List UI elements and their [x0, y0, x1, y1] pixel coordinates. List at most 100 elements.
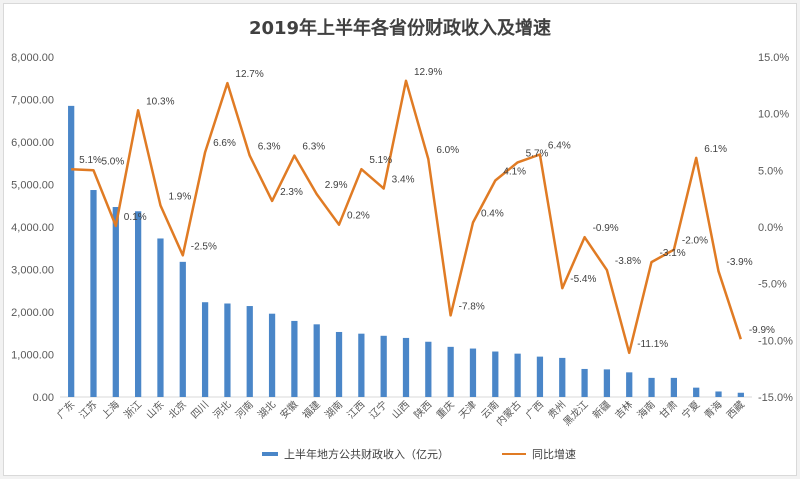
left-axis-tick-label: 8,000.00 — [11, 52, 54, 64]
growth-data-label: 5.7% — [526, 148, 549, 159]
category-label: 江西 — [345, 399, 368, 422]
bar-重庆 — [447, 346, 454, 397]
growth-data-label: -5.4% — [570, 274, 596, 285]
left-axis-tick-label: 5,000.00 — [11, 180, 54, 192]
growth-data-label: 2.9% — [325, 180, 348, 191]
left-axis-tick-label: 7,000.00 — [11, 95, 54, 107]
bar-山西 — [402, 337, 410, 397]
category-label: 新疆 — [590, 398, 613, 421]
bar-云南 — [492, 351, 499, 397]
category-label: 浙江 — [122, 399, 145, 422]
growth-data-label: 12.9% — [414, 67, 442, 78]
right-axis-tick-label: 10.0% — [758, 109, 789, 121]
growth-data-label: 6.0% — [436, 145, 459, 156]
category-label: 青海 — [701, 398, 724, 421]
growth-data-label: 0.1% — [124, 212, 147, 223]
bar-新疆 — [603, 369, 611, 397]
category-label: 广西 — [523, 399, 546, 422]
left-axis-tick-label: 0.00 — [33, 392, 54, 404]
category-label: 山东 — [143, 398, 166, 421]
bar-北京 — [179, 261, 186, 397]
category-label: 福建 — [299, 398, 322, 421]
growth-data-label: 5.1% — [369, 155, 392, 166]
growth-data-label: 5.0% — [101, 156, 124, 167]
category-label: 甘肃 — [657, 398, 680, 421]
bar-内蒙古 — [514, 353, 521, 397]
bar-青海 — [715, 391, 722, 397]
legend-item-revenue: 上半年地方公共财政收入（亿元） — [262, 446, 449, 462]
left-axis-tick-label: 1,000.00 — [11, 350, 54, 362]
category-label: 江苏 — [76, 398, 99, 421]
category-label: 陕西 — [411, 398, 434, 421]
category-label: 湖南 — [322, 398, 345, 421]
growth-data-label: -3.8% — [615, 256, 641, 267]
category-label: 吉林 — [612, 398, 635, 421]
bar-贵州 — [559, 357, 566, 397]
category-label: 河北 — [211, 399, 234, 422]
growth-data-label: 6.3% — [302, 142, 325, 153]
bar-宁夏 — [693, 387, 700, 397]
bar-辽宁 — [380, 335, 387, 397]
category-label: 海南 — [634, 398, 657, 421]
category-label: 湖北 — [256, 399, 279, 422]
growth-data-label: -11.1% — [637, 339, 668, 350]
right-axis-tick-label: -5.0% — [758, 279, 787, 291]
legend-label-revenue: 上半年地方公共财政收入（亿元） — [284, 449, 449, 461]
right-axis-tick-label: 15.0% — [758, 52, 789, 64]
growth-data-label: -0.9% — [593, 223, 619, 234]
bar-湖北 — [268, 313, 276, 397]
growth-data-label: 2.3% — [280, 187, 303, 198]
left-axis-tick-label: 6,000.00 — [11, 137, 54, 149]
legend-swatch-line — [502, 453, 526, 455]
category-label: 黑龙江 — [560, 398, 590, 428]
growth-data-label: -7.8% — [459, 301, 485, 312]
bar-陕西 — [425, 341, 432, 397]
growth-data-label: 4.1% — [503, 167, 526, 178]
growth-data-label: 0.2% — [347, 211, 370, 222]
growth-data-label: 12.7% — [235, 69, 263, 80]
bar-河南 — [246, 306, 253, 397]
right-axis-tick-label: -10.0% — [758, 335, 793, 347]
growth-data-label: 0.4% — [481, 208, 504, 219]
bar-广东 — [68, 105, 75, 397]
bar-吉林 — [626, 372, 633, 397]
left-axis-tick-label: 4,000.00 — [11, 222, 54, 234]
bar-安徽 — [291, 320, 298, 397]
right-axis-tick-label: -15.0% — [758, 392, 793, 404]
growth-data-label: -2.5% — [191, 241, 217, 252]
bar-黑龙江 — [581, 368, 588, 397]
category-label: 四川 — [189, 399, 211, 421]
growth-data-label: 6.1% — [704, 144, 727, 155]
right-axis-tick-label: 5.0% — [758, 165, 783, 177]
bar-甘肃 — [670, 377, 677, 397]
category-label: 天津 — [456, 399, 479, 422]
category-label: 西藏 — [724, 399, 747, 422]
bar-山东 — [157, 238, 164, 397]
right-axis-tick-label: 0.0% — [758, 222, 783, 234]
chart-legend: 上半年地方公共财政收入（亿元） 同比增速 — [0, 446, 800, 466]
chart-title: 2019年上半年各省份财政收入及增速 — [248, 18, 552, 39]
bar-江苏 — [90, 190, 97, 397]
bar-河北 — [224, 303, 231, 397]
growth-data-label: 6.4% — [548, 140, 571, 151]
growth-data-label: -3.1% — [660, 248, 686, 259]
bar-江西 — [358, 333, 365, 397]
left-axis-tick-label: 3,000.00 — [11, 265, 54, 277]
growth-data-label: 6.3% — [258, 142, 281, 153]
growth-data-label: 10.3% — [146, 96, 174, 107]
category-label: 山西 — [389, 399, 412, 422]
category-label: 重庆 — [433, 398, 456, 421]
growth-data-label: -9.9% — [749, 325, 775, 336]
category-label: 上海 — [99, 398, 122, 421]
growth-data-label: -3.9% — [727, 257, 753, 268]
growth-data-label: 6.6% — [213, 138, 236, 149]
bar-浙江 — [135, 211, 142, 397]
legend-label-growth: 同比增速 — [532, 449, 576, 461]
growth-data-label: -2.0% — [682, 236, 708, 247]
growth-data-label: 5.1% — [79, 155, 102, 166]
bar-湖南 — [335, 331, 343, 397]
bar-福建 — [313, 324, 320, 397]
category-label: 内蒙古 — [493, 398, 523, 428]
bar-上海 — [112, 207, 119, 397]
